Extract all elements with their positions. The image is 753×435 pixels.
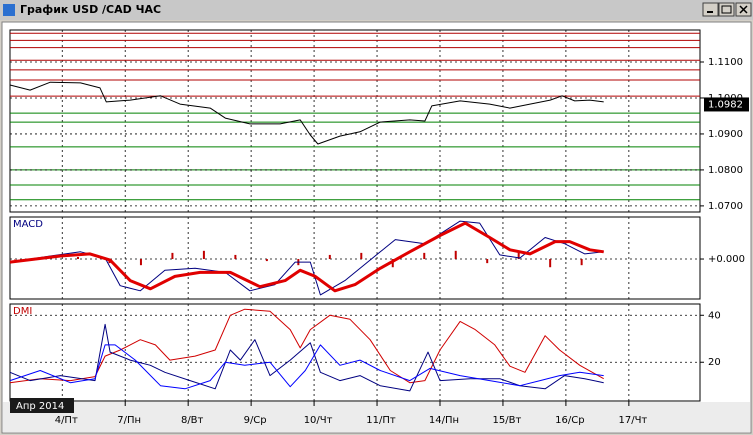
maximize-icon [721, 5, 732, 14]
histogram-bar [14, 259, 17, 260]
series-line [9, 308, 604, 384]
panel-frame [9, 216, 701, 300]
histogram-bar [580, 259, 583, 266]
last-price-box [704, 97, 749, 112]
histogram-bar [486, 259, 489, 264]
x-axis-strip [3, 402, 750, 432]
minimize-button[interactable] [702, 2, 719, 17]
histogram-bar [76, 256, 79, 260]
x-tick-label: 15/Вт [493, 415, 522, 426]
x-tick-label: 10/Чт [304, 415, 333, 426]
window-icon [3, 4, 15, 16]
series-line [9, 220, 604, 296]
x-tick-label: 8/Вт [181, 415, 204, 426]
y-tick-label: 1.0800 [708, 165, 743, 176]
series-line [9, 344, 604, 390]
last-price-label: 1.0982 [708, 99, 743, 110]
x-tick-label: 16/Ср [555, 415, 584, 426]
series-line [9, 323, 604, 392]
y-tick-label: 40 [708, 310, 721, 321]
histogram-bar [328, 254, 331, 260]
histogram-bar [517, 252, 520, 260]
x-tick-label: 4/Пт [55, 415, 78, 426]
maximize-button[interactable] [718, 2, 735, 17]
x-tick-label: 17/Чт [618, 415, 647, 426]
close-icon [739, 5, 748, 14]
x-tick-label: 7/Пн [117, 415, 141, 426]
x-tick-label: 11/Пт [366, 415, 396, 426]
y-tick-label: 1.0700 [708, 201, 743, 212]
y-tick-label: 1.0900 [708, 129, 743, 140]
window-title: График USD /CAD ЧАС [20, 3, 161, 16]
title-bar [0, 0, 753, 20]
histogram-bar [549, 259, 552, 268]
window-buttons [702, 2, 752, 17]
y-tick-label: +0.000 [708, 254, 745, 265]
histogram-bar [360, 252, 363, 260]
panel-title: DMI [13, 306, 32, 317]
histogram-bar [139, 259, 142, 266]
histogram-bar [391, 259, 394, 268]
panel-frame [9, 29, 701, 213]
panel-frame [9, 303, 701, 402]
y-tick-label: 20 [708, 357, 721, 368]
period-box [10, 398, 74, 413]
histogram-bar [423, 252, 426, 260]
period-label: Апр 2014 [16, 401, 64, 412]
series-line [9, 81, 604, 145]
x-tick-label: 14/Пн [429, 415, 459, 426]
histogram-bar [265, 259, 268, 262]
series-line [9, 221, 604, 293]
histogram-bar [234, 254, 237, 260]
histogram-bar [202, 250, 205, 260]
panel-title: MACD [13, 219, 43, 230]
histogram-bar [454, 250, 457, 260]
chart-area [1, 21, 752, 434]
x-tick-label: 9/Ср [244, 415, 267, 426]
histogram-bar [171, 252, 174, 260]
y-tick-label: 1.1100 [708, 57, 743, 68]
